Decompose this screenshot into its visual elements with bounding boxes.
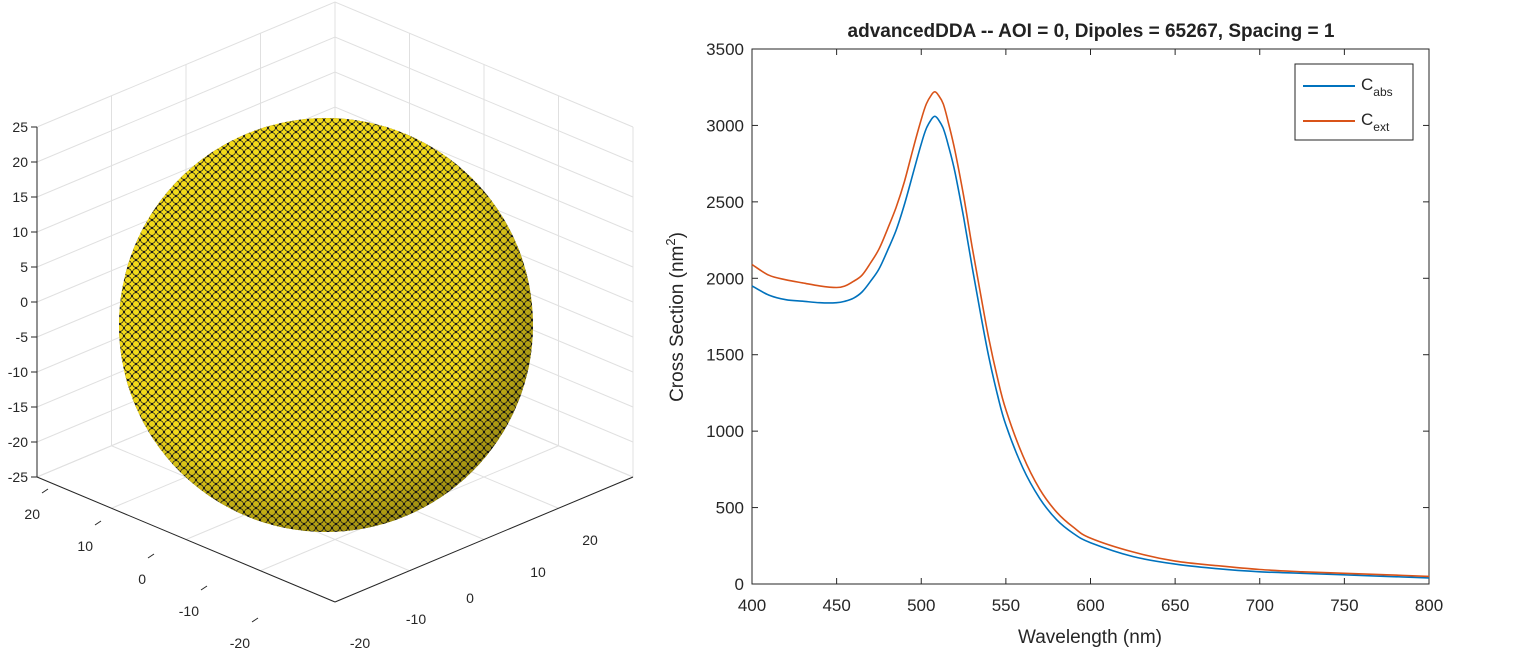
z-tick-label: 25 — [12, 119, 28, 135]
legend-label-ext: Cext — [1361, 110, 1390, 134]
z-tick-label: 15 — [12, 189, 28, 205]
x-tick-label: 450 — [822, 596, 850, 615]
axis-ticks-3d: 25 20 15 10 5 0 -5 -10 -15 -20 -25 20 10 0 -10 -20 20 10 0… — [8, 119, 634, 651]
legend-label-abs-sub: abs — [1373, 85, 1392, 99]
x-tick-label: 700 — [1246, 596, 1274, 615]
legend-box — [1294, 63, 1414, 141]
x-tick-mark-3d — [147, 553, 155, 559]
x-tick-mark-3d — [200, 585, 208, 591]
x-tick-label-3d: 20 — [24, 506, 40, 522]
x-tick-label: 550 — [992, 596, 1020, 615]
cross-section-line-chart: advancedDDA -- AOI = 0, Dipoles = 65267,… — [663, 21, 1443, 648]
sphere-3d-plot: 25 20 15 10 5 0 -5 -10 -15 -20 -25 20 10 0 -10 -20 20 10 0… — [8, 1, 634, 651]
x-tick-label: 800 — [1415, 596, 1443, 615]
x-tick-mark-3d — [41, 488, 49, 494]
y-axis-line — [334, 476, 634, 603]
x-axis-ticks: 400 450 500 550 600 650 700 750 800 — [738, 49, 1443, 615]
grid-line — [36, 36, 634, 163]
y-tick-label-3d: -20 — [350, 635, 370, 651]
x-tick-label: 650 — [1161, 596, 1189, 615]
z-tick-label: -15 — [8, 399, 28, 415]
y-tick-label: 1000 — [706, 422, 744, 441]
chart-title: advancedDDA -- AOI = 0, Dipoles = 65267,… — [848, 21, 1335, 42]
z-tick-label: 20 — [12, 154, 28, 170]
y-tick-label: 2000 — [706, 269, 744, 288]
y-tick-label: 500 — [716, 499, 744, 518]
x-tick-label: 600 — [1076, 596, 1104, 615]
y-tick-label: 0 — [735, 575, 744, 594]
legend-label-ext-sub: ext — [1373, 120, 1390, 134]
y-tick-label: 1500 — [706, 346, 744, 365]
z-tick-label: -5 — [16, 329, 29, 345]
y-tick-label: 3500 — [706, 40, 744, 59]
x-tick-mark-3d — [94, 520, 102, 526]
legend: Cabs Cext — [1294, 63, 1414, 141]
z-tick-label: -10 — [8, 364, 28, 380]
y-axis-label-sup: 2 — [663, 238, 678, 245]
x-tick-label: 750 — [1330, 596, 1358, 615]
legend-label-ext-main: C — [1361, 110, 1373, 129]
y-tick-label-3d: 0 — [466, 590, 474, 606]
x-tick-label-3d: 0 — [138, 571, 146, 587]
x-axis-label: Wavelength (nm) — [1018, 627, 1162, 648]
series-lines — [751, 90, 1430, 579]
y-axis-label: Cross Section (nm2) — [663, 232, 688, 402]
x-tick-label: 400 — [738, 596, 766, 615]
z-tick-label: -25 — [8, 469, 28, 485]
y-axis-label-close: ) — [667, 232, 688, 238]
legend-label-abs: Cabs — [1361, 75, 1393, 99]
y-axis-label-main: Cross Section (nm — [667, 246, 688, 402]
x-tick-label-3d: -20 — [230, 635, 250, 651]
series-line-abs — [751, 115, 1430, 579]
sphere-dipoles — [119, 118, 533, 532]
sphere-shading — [119, 118, 533, 532]
z-tick-label: -20 — [8, 434, 28, 450]
x-axis-line — [36, 476, 336, 603]
grid-line — [36, 1, 634, 128]
z-tick-label: 10 — [12, 224, 28, 240]
y-tick-label: 3000 — [706, 116, 744, 135]
y-axis-ticks: 0 500 1000 1500 2000 2500 3000 3500 — [706, 40, 1429, 594]
series-line-ext — [751, 90, 1430, 578]
x-tick-label-3d: -10 — [179, 603, 199, 619]
z-tick-label: 5 — [20, 259, 28, 275]
y-tick-label-3d: -10 — [406, 611, 426, 627]
y-tick-label-3d: 20 — [582, 532, 598, 548]
legend-label-abs-main: C — [1361, 75, 1373, 94]
grid-line — [36, 71, 634, 198]
x-tick-label: 500 — [907, 596, 935, 615]
y-tick-label: 2500 — [706, 193, 744, 212]
y-tick-label-3d: 10 — [530, 564, 546, 580]
grid-line — [36, 106, 634, 233]
z-tick-label: 0 — [20, 294, 28, 310]
x-tick-label-3d: 10 — [77, 538, 93, 554]
x-tick-mark-3d — [251, 617, 259, 623]
